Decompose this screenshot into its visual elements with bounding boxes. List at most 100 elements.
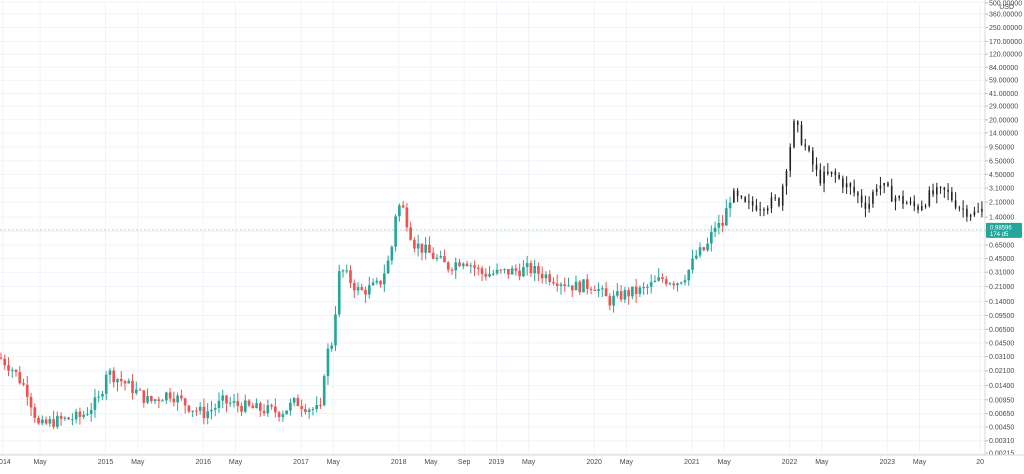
candle [258, 401, 262, 417]
candle-body [589, 288, 593, 290]
candle-body [255, 403, 258, 409]
candle [7, 357, 10, 377]
candle-body [522, 267, 525, 277]
candle [304, 404, 307, 415]
candle [694, 249, 698, 260]
y-tick-label: 170.00000 [989, 39, 1022, 46]
candle [484, 268, 488, 281]
candle [552, 277, 555, 286]
y-tick-label: 4.50000 [989, 172, 1014, 179]
candle [191, 410, 194, 418]
time-axis[interactable]: 2014 May 2015 May 2016 May 2017 May 2018 May Sep 20… [0, 454, 1024, 466]
candle-body [63, 417, 67, 419]
candle [131, 374, 134, 400]
candle [108, 368, 112, 384]
candle-body [495, 269, 499, 274]
candle-body [401, 205, 405, 208]
candle-body [225, 395, 228, 404]
candle [123, 380, 127, 391]
candle [679, 281, 683, 285]
candle [454, 257, 458, 279]
candle [537, 262, 540, 282]
candle [593, 285, 597, 292]
x-tick-label: 2018 [391, 459, 407, 466]
candle [289, 398, 292, 416]
candle [360, 283, 364, 291]
candle-body [97, 396, 101, 398]
candle [138, 388, 142, 391]
candle [25, 376, 29, 406]
candle [634, 279, 638, 303]
candle [153, 398, 157, 405]
candle-body [616, 291, 619, 296]
candle-body [82, 414, 85, 417]
candle [559, 282, 563, 295]
candle [570, 285, 574, 298]
candle-body [37, 417, 40, 424]
candle [14, 369, 18, 377]
candle-body [292, 397, 296, 403]
x-tick-label: May [717, 459, 731, 466]
y-tick-label: 0.09500 [989, 313, 1014, 320]
y-tick-label: 0.02100 [989, 368, 1014, 375]
candle-body [217, 400, 221, 409]
candle [608, 293, 612, 311]
candle [379, 280, 382, 288]
candle-body [176, 395, 179, 403]
candle [176, 392, 179, 411]
candle [236, 393, 240, 413]
candle [627, 287, 630, 305]
candle-body [386, 260, 390, 274]
current-price-tag[interactable] [986, 222, 1022, 238]
candle-body [311, 409, 315, 411]
candle-body [7, 365, 10, 371]
candle [533, 259, 536, 282]
y-tick-label: 0.00950 [989, 397, 1014, 404]
candle-body [93, 397, 97, 410]
x-tick-label: May [913, 459, 927, 466]
candle-body [206, 411, 210, 419]
candle [510, 265, 514, 275]
candle [101, 391, 104, 400]
candle-body [240, 405, 243, 412]
candle-body [608, 296, 612, 306]
candle-body [409, 227, 412, 240]
candle-body [210, 409, 213, 412]
candle [443, 249, 446, 263]
candle-body [180, 395, 183, 399]
candle-body [337, 271, 341, 315]
candle [548, 270, 552, 286]
candle-body [202, 406, 206, 419]
candle-body [322, 376, 326, 406]
x-tick-label: May [522, 459, 536, 466]
candle [664, 275, 668, 287]
candle-body [698, 247, 702, 256]
candle [266, 399, 270, 417]
candle [428, 236, 431, 253]
candle-body [41, 419, 44, 424]
candle-body [232, 401, 236, 403]
candle [349, 265, 352, 289]
x-tick-label: Sep [458, 459, 471, 466]
candle [82, 410, 85, 420]
y-tick-label: 20.00000 [989, 117, 1018, 124]
candle-body [172, 398, 176, 403]
candle [401, 200, 405, 209]
candle [612, 290, 615, 313]
y-tick-label: 2.10000 [989, 200, 1014, 207]
candle-body [454, 262, 458, 271]
y-tick-label: 41.00000 [989, 91, 1018, 98]
candle-body [315, 405, 318, 410]
candle-body [544, 274, 548, 279]
candle [300, 399, 303, 417]
candle [116, 378, 119, 392]
candle [661, 273, 664, 283]
candle-body [638, 287, 642, 294]
candle-body [623, 290, 627, 300]
candle-body [563, 284, 567, 286]
candle [330, 342, 334, 352]
